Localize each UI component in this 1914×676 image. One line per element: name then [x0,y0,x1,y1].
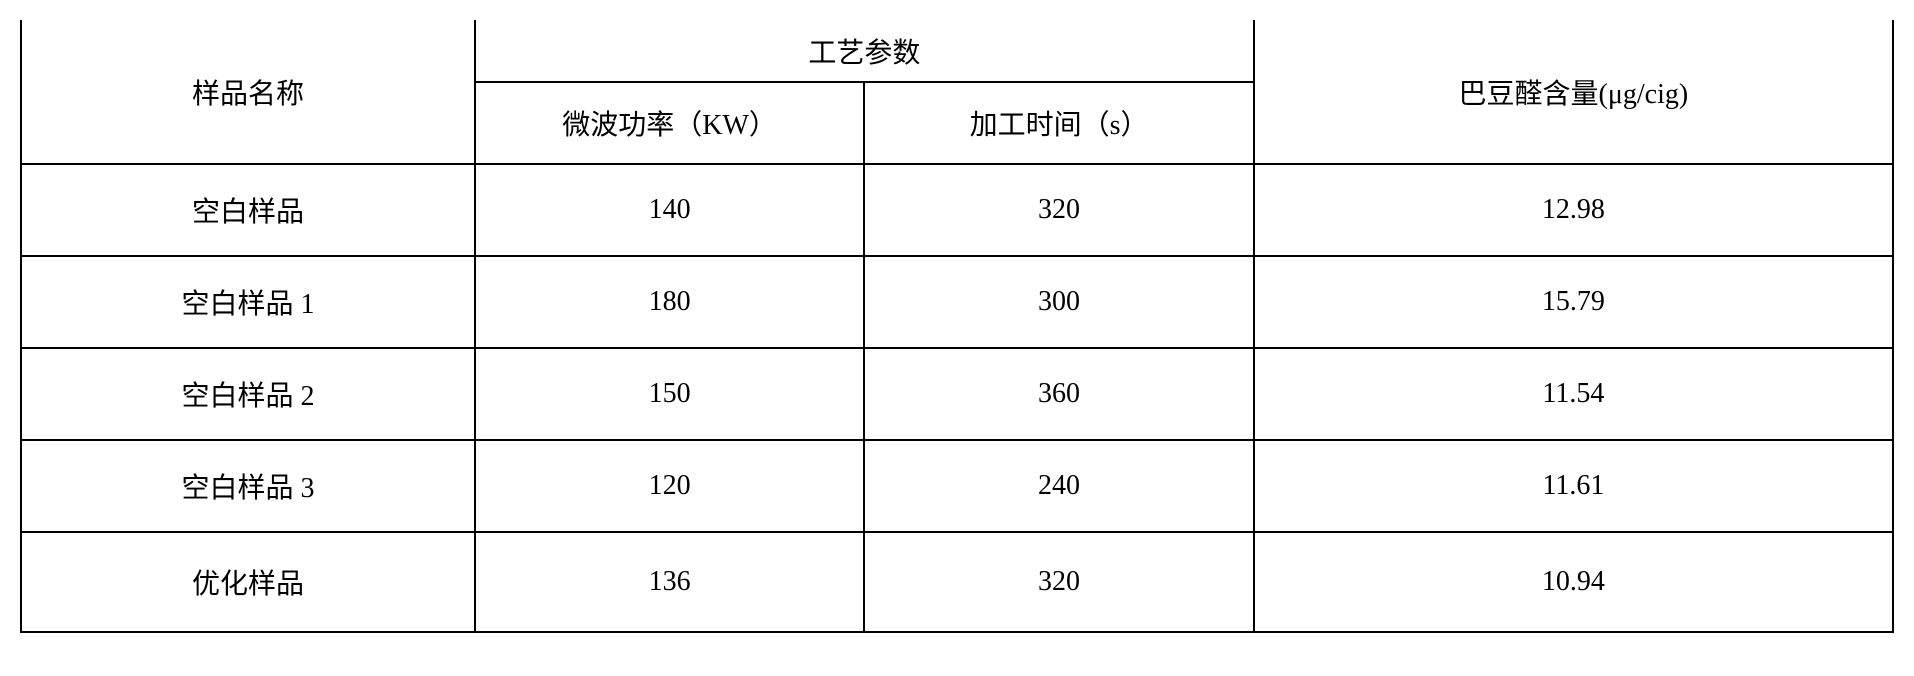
cell-content: 10.94 [1254,532,1893,632]
cell-content: 12.98 [1254,164,1893,256]
cell-name: 空白样品 1 [21,256,475,348]
cell-name: 优化样品 [21,532,475,632]
header-microwave-power: 微波功率（KW） [475,82,864,164]
header-sample-name: 样品名称 [21,20,475,164]
cell-power: 136 [475,532,864,632]
table-row: 空白样品 3 120 240 11.61 [21,440,1893,532]
cell-name: 空白样品 [21,164,475,256]
header-row-1: 样品名称 工艺参数 巴豆醛含量(μg/cig) [21,20,1893,82]
cell-time: 320 [864,164,1253,256]
cell-power: 140 [475,164,864,256]
header-crotonaldehyde: 巴豆醛含量(μg/cig) [1254,20,1893,164]
table-row: 空白样品 140 320 12.98 [21,164,1893,256]
cell-time: 320 [864,532,1253,632]
table-row: 优化样品 136 320 10.94 [21,532,1893,632]
cell-name: 空白样品 3 [21,440,475,532]
cell-power: 120 [475,440,864,532]
header-processing-time: 加工时间（s） [864,82,1253,164]
cell-content: 11.61 [1254,440,1893,532]
cell-content: 15.79 [1254,256,1893,348]
cell-name: 空白样品 2 [21,348,475,440]
cell-time: 300 [864,256,1253,348]
data-table: 样品名称 工艺参数 巴豆醛含量(μg/cig) 微波功率（KW） 加工时间（s）… [20,20,1894,633]
cell-power: 180 [475,256,864,348]
table-row: 空白样品 1 180 300 15.79 [21,256,1893,348]
table-row: 空白样品 2 150 360 11.54 [21,348,1893,440]
cell-content: 11.54 [1254,348,1893,440]
cell-time: 360 [864,348,1253,440]
header-process-params: 工艺参数 [475,20,1254,82]
cell-time: 240 [864,440,1253,532]
cell-power: 150 [475,348,864,440]
